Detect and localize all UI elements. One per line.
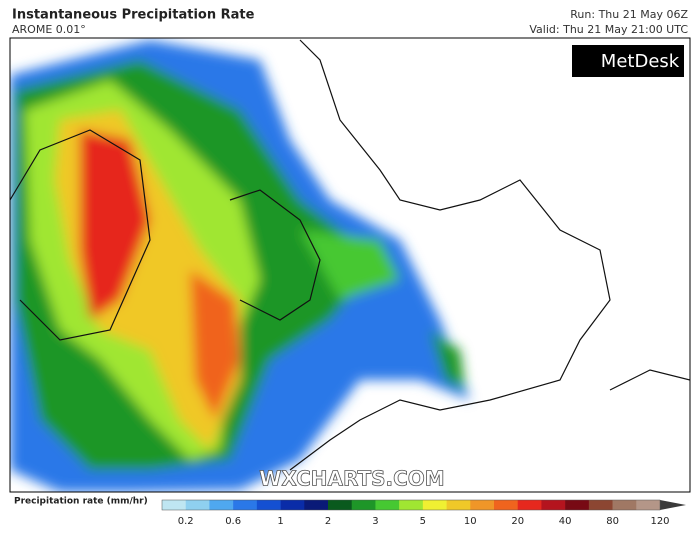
legend-label: Precipitation rate (mm/hr) bbox=[14, 497, 148, 507]
colorbar-segment bbox=[351, 500, 376, 510]
title: Instantaneous Precipitation Rate bbox=[12, 8, 255, 23]
run-time: Run: Thu 21 May 06Z bbox=[570, 8, 688, 21]
colorbar-segment bbox=[565, 500, 590, 510]
map bbox=[10, 38, 690, 492]
precipitation-field bbox=[10, 40, 470, 492]
colorbar-tick-label: 3 bbox=[372, 516, 378, 527]
colorbar-segment bbox=[588, 500, 613, 510]
subtitle: AROME 0.01° bbox=[12, 23, 86, 36]
colorbar-segment bbox=[470, 500, 495, 510]
colorbar-segment bbox=[446, 500, 471, 510]
colorbar-segment bbox=[328, 500, 353, 510]
colorbar-segment bbox=[636, 500, 661, 510]
colorbar-segment bbox=[233, 500, 258, 510]
colorbar-segment bbox=[162, 500, 187, 510]
colorbar-tick-label: 40 bbox=[559, 516, 572, 527]
colorbar-tick-label: 120 bbox=[650, 516, 669, 527]
colorbar-segment bbox=[517, 500, 542, 510]
colorbar-segment bbox=[256, 500, 281, 510]
colorbar-segment bbox=[280, 500, 305, 510]
colorbar-frame bbox=[161, 499, 661, 511]
coastlines bbox=[10, 39, 690, 471]
logo: MetDesk bbox=[601, 51, 680, 72]
colorbar-tick-label: 2 bbox=[325, 516, 331, 527]
watermark: WXCHARTS.COM bbox=[259, 467, 444, 491]
colorbar-tick-label: 1 bbox=[277, 516, 283, 527]
colorbar-tick-label: 20 bbox=[511, 516, 524, 527]
logo-box bbox=[572, 45, 684, 77]
colorbar-tick-label: 0.6 bbox=[225, 516, 241, 527]
colorbar-segment bbox=[185, 500, 210, 510]
colorbar-segment bbox=[494, 500, 519, 510]
map-frame bbox=[9, 37, 691, 493]
colorbar-segment bbox=[541, 500, 566, 510]
colorbar-tick-label: 0.2 bbox=[178, 516, 194, 527]
valid-time: Valid: Thu 21 May 21:00 UTC bbox=[529, 23, 688, 36]
colorbar-tick-label: 10 bbox=[464, 516, 477, 527]
colorbar-tick-label: 80 bbox=[606, 516, 619, 527]
colorbar-segment bbox=[304, 500, 329, 510]
colorbar-segment bbox=[375, 500, 400, 510]
colorbar: 0.2 0.6 1 2 3 5 10 20 40 80 120 bbox=[161, 499, 686, 527]
colorbar-segment bbox=[209, 500, 234, 510]
colorbar-tick-label: 5 bbox=[420, 516, 426, 527]
colorbar-segment bbox=[422, 500, 447, 510]
colorbar-segment bbox=[612, 500, 637, 510]
colorbar-arrow bbox=[660, 500, 686, 510]
colorbar-segment bbox=[399, 500, 424, 510]
